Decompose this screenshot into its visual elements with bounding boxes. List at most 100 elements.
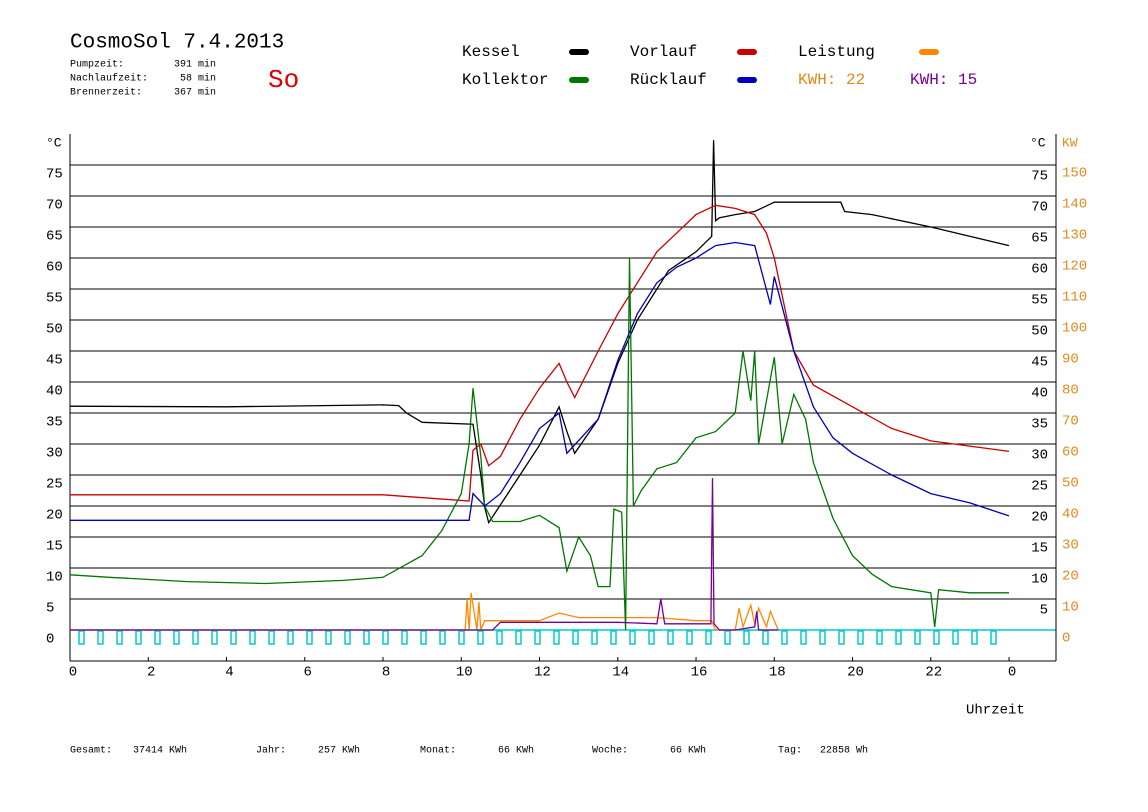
stat-label: Brennerzeit: [70, 87, 142, 99]
x-tick-label: 4 [225, 665, 233, 681]
y-tick-label-right: 45 [1031, 355, 1048, 371]
stat-label: Nachlaufzeit: [70, 73, 148, 85]
series-line [69, 257, 1009, 631]
y-tick-label: 65 [46, 229, 63, 245]
plot: °C °C KWUhrzeit051015202530354045505560657… [46, 134, 1087, 719]
x-tick-label: 2 [147, 665, 155, 681]
legend-label: Leistung [798, 43, 875, 61]
stats: Pumpzeit: 391 min Nachlaufzeit: 58 min Brenn… [70, 59, 216, 99]
y-tick-label: 15 [46, 539, 63, 555]
series-line [70, 592, 779, 631]
series-line [70, 478, 779, 631]
y2-tick-label: 120 [1062, 259, 1087, 275]
y-tick-label-right: 60 [1031, 262, 1048, 278]
x-tick-label: 20 [847, 665, 864, 681]
x-tick-label: 22 [925, 665, 942, 681]
y-tick-label-right: 75 [1031, 169, 1048, 185]
y2-tick-label: 100 [1062, 321, 1087, 337]
y2-tick-label: 50 [1062, 476, 1079, 492]
footer-value: 22858 Wh [820, 745, 868, 757]
y-tick-label: 60 [46, 260, 63, 276]
x-tick-label: 10 [456, 665, 473, 681]
y-tick-label: 0 [46, 632, 54, 648]
y2-tick-label: 10 [1062, 600, 1079, 616]
x-tick-label: 14 [612, 665, 629, 681]
y2-tick-label: 40 [1062, 507, 1079, 523]
footer: Gesamt: 37414 KWh Jahr: 257 KWh Monat: 66 KWh… [70, 745, 868, 757]
x-tick-label: 16 [691, 665, 708, 681]
y-tick-label-right: 15 [1031, 541, 1048, 557]
series-line [69, 140, 1010, 525]
y-tick-label: 45 [46, 353, 63, 369]
y-tick-label-right: 65 [1031, 231, 1048, 247]
footer-label: Gesamt: [70, 746, 112, 757]
y2-tick-label: 140 [1062, 197, 1087, 213]
y2-tick-label: 20 [1062, 569, 1079, 585]
y-tick-label: 30 [46, 446, 63, 462]
y-axis-label-right: °C [1030, 135, 1046, 150]
y2-tick-label: 80 [1062, 383, 1079, 399]
footer-value: 257 KWh [318, 745, 360, 757]
footer-label: Woche: [592, 745, 628, 757]
y-tick-label-right: 30 [1031, 448, 1048, 464]
kwh-label: KWH: 15 [910, 71, 977, 89]
x-tick-label: 12 [534, 665, 551, 681]
x-tick-label: 0 [1008, 665, 1016, 681]
y2-tick-label: 0 [1062, 631, 1070, 647]
y2-tick-label: 30 [1062, 538, 1079, 554]
y2-tick-label: 150 [1062, 166, 1087, 182]
x-axis-label: Uhrzeit [966, 703, 1025, 719]
legend: Kessel Vorlauf Leistung Kollektor Rücklauf KW… [462, 43, 977, 89]
y-tick-label-right: 35 [1031, 417, 1048, 433]
footer-value: 37414 KWh [133, 745, 187, 757]
y-tick-label-right: 50 [1031, 324, 1048, 340]
x-tick-label: 0 [69, 665, 77, 681]
y-tick-label-right: 10 [1031, 572, 1048, 588]
footer-label: Jahr: [256, 745, 286, 757]
y-tick-label: 25 [46, 477, 63, 493]
stat-value: 391 min [174, 59, 216, 71]
y-tick-label: 55 [46, 291, 63, 307]
legend-label: Rücklauf [630, 71, 707, 89]
y-tick-label: 20 [46, 508, 63, 524]
title: CosmoSol 7.4.2013 [70, 32, 284, 55]
y2-axis-label: KW [1062, 135, 1078, 150]
y-tick-label-right: 70 [1031, 200, 1048, 216]
y2-tick-label: 60 [1062, 445, 1079, 461]
y-tick-label-right: 20 [1031, 510, 1048, 526]
stat-value: 58 min [180, 73, 216, 85]
footer-value: 66 KWh [670, 745, 706, 757]
y2-tick-label: 70 [1062, 414, 1079, 430]
x-tick-label: 6 [304, 665, 312, 681]
legend-label: Kessel [462, 43, 520, 61]
y-tick-label: 50 [46, 322, 63, 338]
footer-label: Tag: [778, 746, 802, 757]
kwh-label: KWH: 22 [798, 71, 865, 89]
x-tick-label: 8 [382, 665, 390, 681]
y-tick-label: 75 [46, 167, 63, 183]
y-tick-label-right: 25 [1031, 479, 1048, 495]
legend-label: Vorlauf [630, 43, 697, 61]
y-tick-label: 35 [46, 415, 63, 431]
x-tick-label: 18 [769, 665, 786, 681]
series-line [70, 241, 1010, 521]
series-line [70, 204, 1010, 502]
footer-label: Monat: [420, 746, 456, 757]
y2-tick-label: 110 [1062, 290, 1087, 306]
y-tick-label: 40 [46, 384, 63, 400]
footer-value: 66 KWh [498, 745, 534, 757]
y-axis-label: °C [46, 135, 62, 150]
y-tick-label-right: 40 [1031, 386, 1048, 402]
y-tick-label: 5 [46, 601, 54, 617]
pump-pulses [74, 630, 1009, 646]
stat-label: Pumpzeit: [70, 59, 124, 71]
y-tick-label-right: 55 [1031, 293, 1048, 309]
legend-label: Kollektor [462, 71, 548, 89]
y-tick-label: 10 [46, 570, 63, 586]
day: So [268, 65, 299, 95]
y2-tick-label: 90 [1062, 352, 1079, 368]
y-tick-label: 70 [46, 198, 63, 214]
stat-value: 367 min [174, 87, 216, 99]
